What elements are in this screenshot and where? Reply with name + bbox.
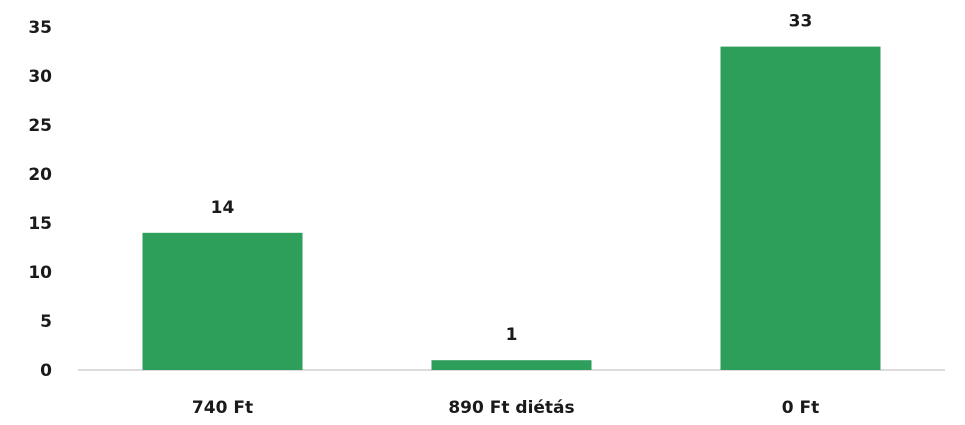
bars xyxy=(142,46,881,370)
y-tick-label: 30 xyxy=(28,67,52,87)
x-category-label: 890 Ft diétás xyxy=(448,398,574,418)
data-label: 14 xyxy=(211,198,235,218)
bar xyxy=(720,46,881,370)
y-tick-label: 25 xyxy=(28,116,52,136)
y-tick-label: 35 xyxy=(28,18,52,38)
data-labels: 14 1 33 xyxy=(211,12,813,346)
data-label: 33 xyxy=(789,12,813,32)
x-category-label: 740 Ft xyxy=(192,398,253,418)
y-tick-label: 20 xyxy=(28,165,52,185)
y-tick-label: 0 xyxy=(40,361,52,381)
bar xyxy=(431,360,592,370)
y-axis: 0 5 10 15 20 25 30 35 xyxy=(28,18,52,381)
y-tick-label: 15 xyxy=(28,214,52,234)
y-tick-label: 5 xyxy=(40,312,52,332)
x-axis: 740 Ft 890 Ft diétás 0 Ft xyxy=(192,398,819,418)
data-label: 1 xyxy=(506,325,518,345)
y-tick-label: 10 xyxy=(28,263,52,283)
bar xyxy=(142,232,303,370)
x-category-label: 0 Ft xyxy=(782,398,820,418)
